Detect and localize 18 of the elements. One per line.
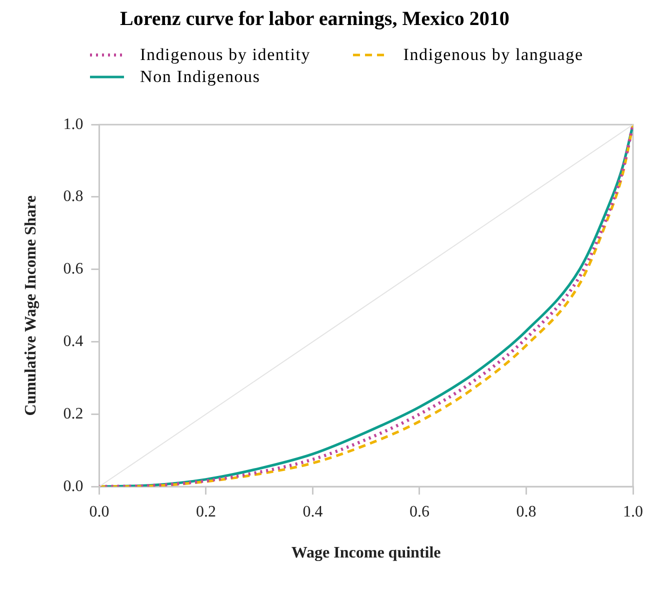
x-axis-title: Wage Income quintile: [291, 544, 441, 562]
y-tick-label: 1.0: [63, 116, 84, 133]
x-tick-label: 0.4: [302, 503, 323, 520]
legend-label: Indigenous by language: [403, 45, 584, 65]
legend-label: Indigenous by identity: [140, 45, 311, 65]
y-tick-label: 0.4: [63, 333, 84, 350]
y-axis-title: Cumulative Wage Income Share: [22, 195, 40, 416]
x-tick-label: 0.0: [89, 503, 110, 520]
y-tick-label: 0.8: [63, 188, 84, 206]
y-tick-label: 0.6: [63, 260, 84, 278]
chart-title: Lorenz curve for labor earnings, Mexico 2010: [120, 8, 510, 31]
y-tick-label: 0.0: [63, 478, 84, 495]
x-tick-label: 0.6: [409, 503, 430, 520]
y-tick-label: 0.2: [63, 405, 84, 422]
x-tick-label: 0.8: [516, 503, 536, 520]
x-tick-label: 1.0: [623, 503, 643, 520]
x-tick-label: 0.2: [196, 503, 216, 520]
legend-label: Non Indigenous: [140, 67, 260, 87]
